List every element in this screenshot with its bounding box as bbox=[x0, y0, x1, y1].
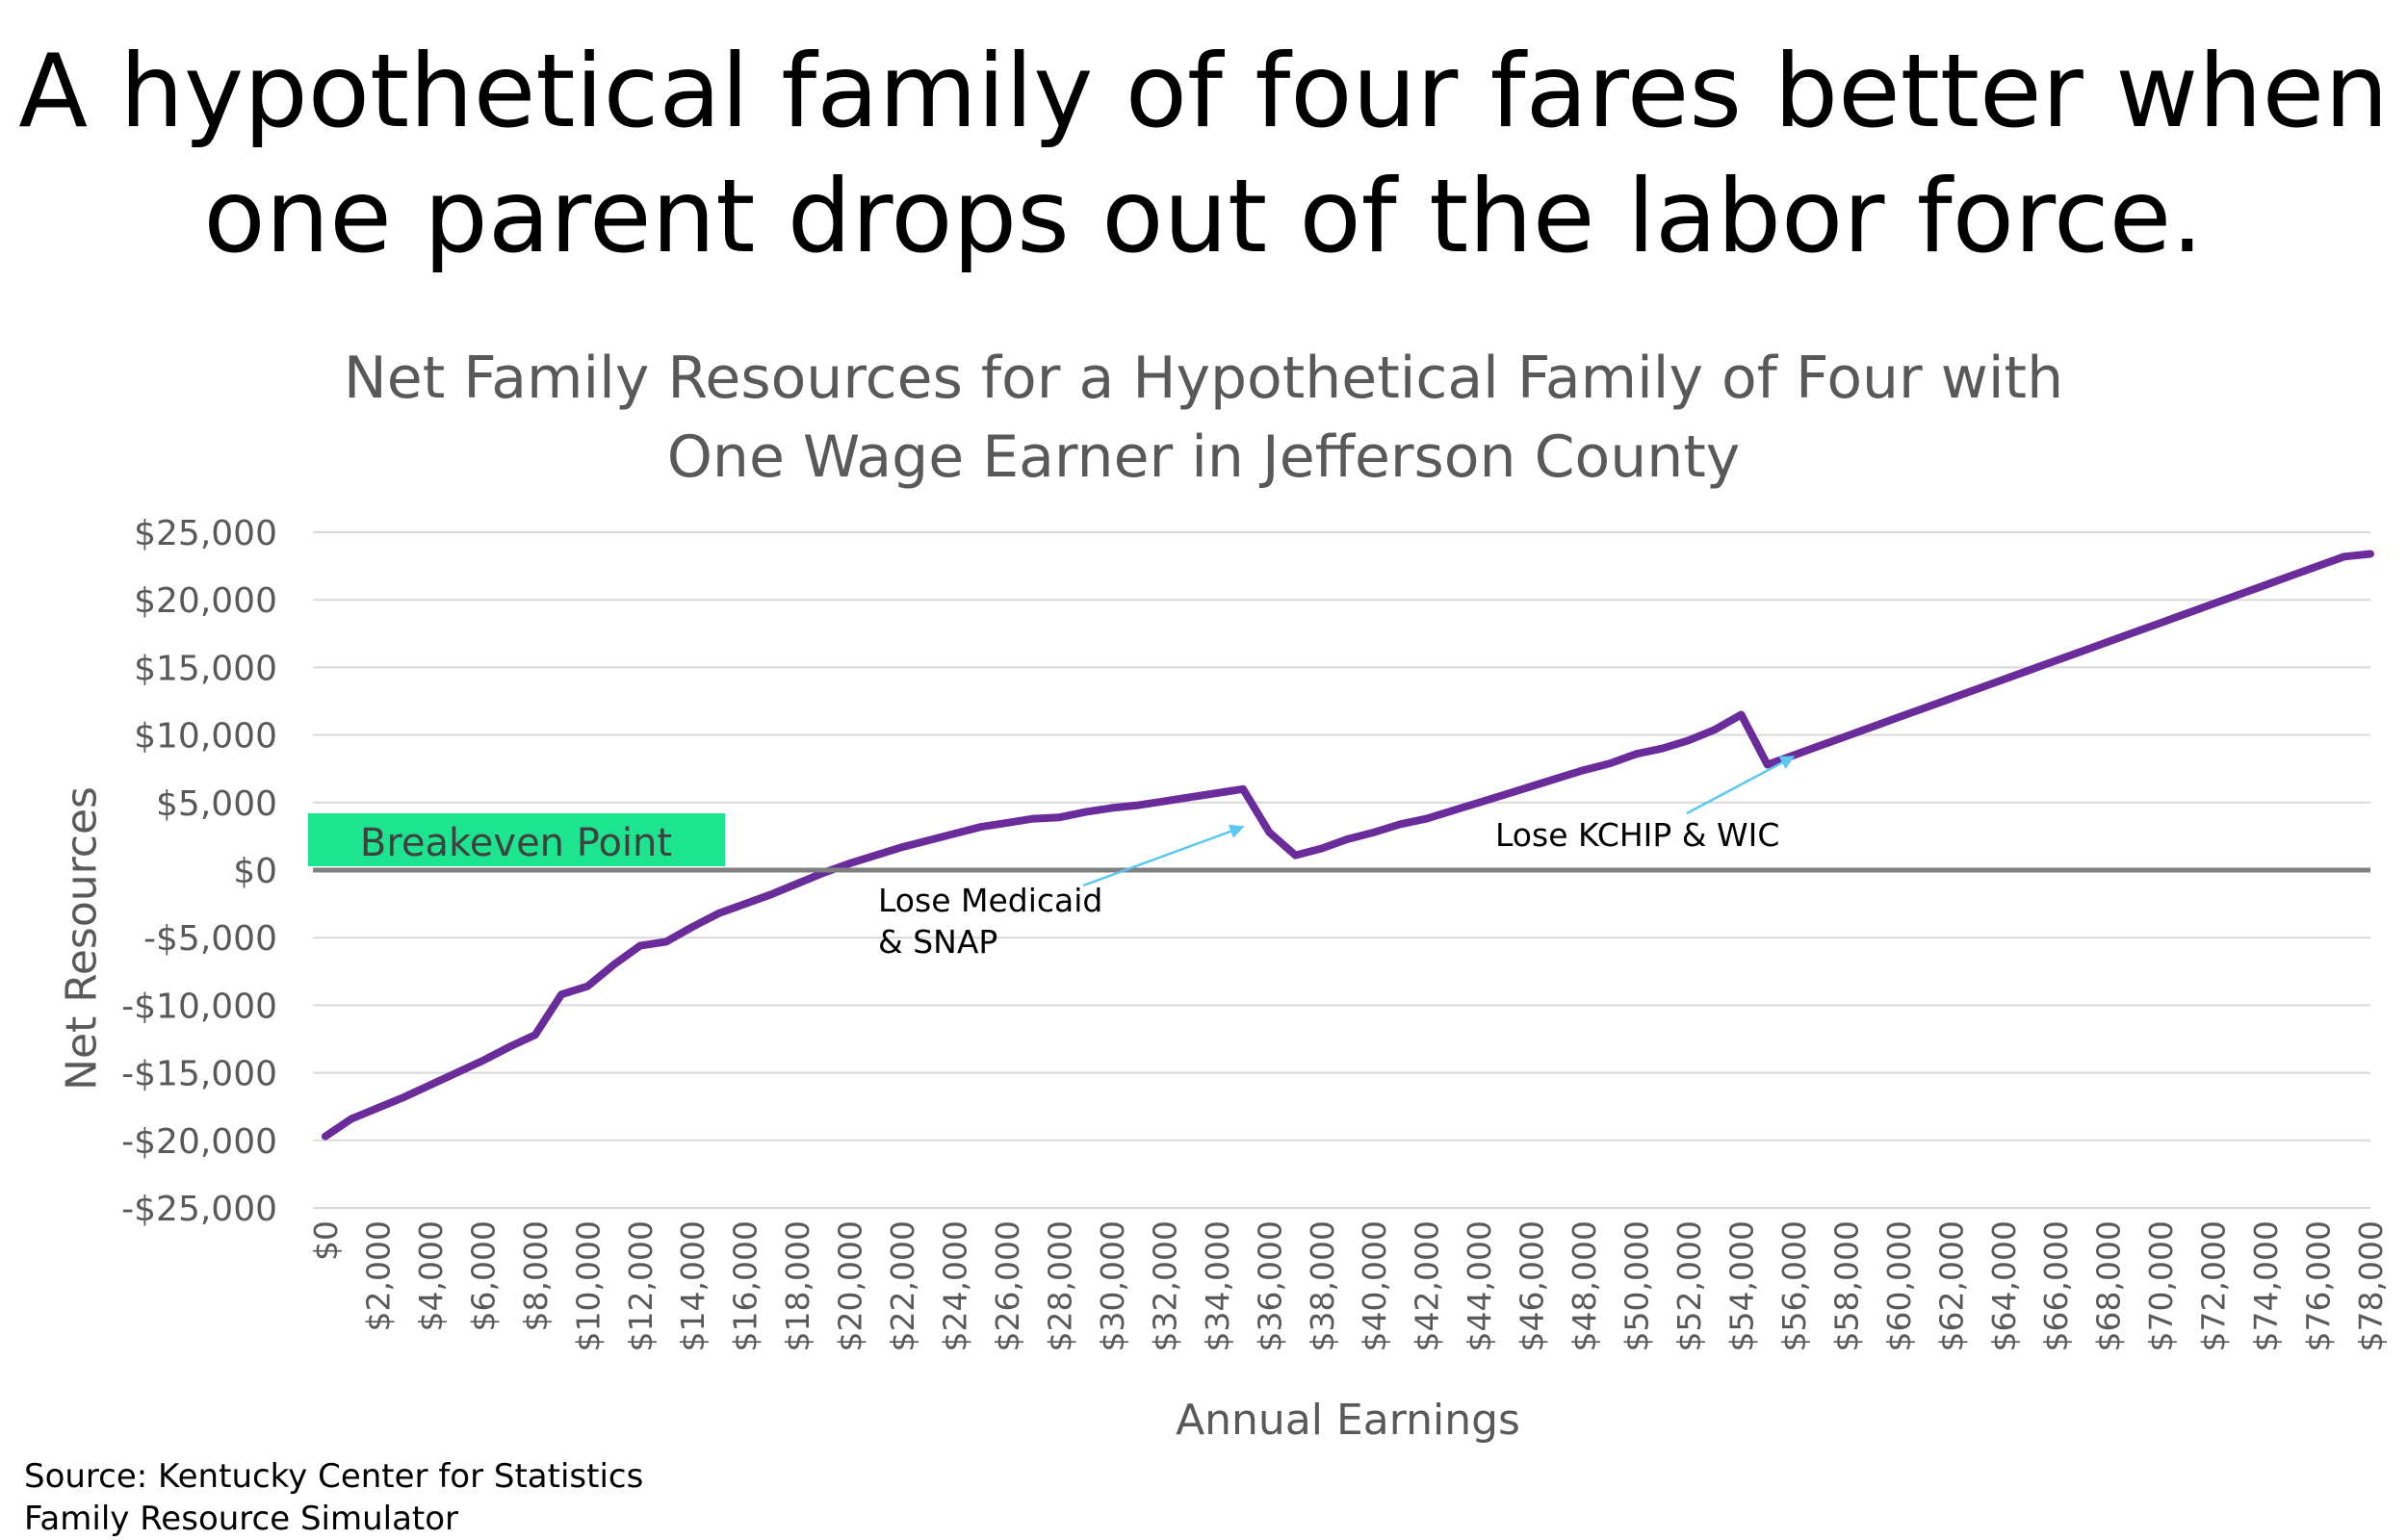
x-tick-label: $70,000 bbox=[2142, 1220, 2180, 1351]
annotation-arrow bbox=[1082, 824, 1245, 887]
annotation-arrow bbox=[1686, 755, 1796, 815]
x-tick-label: $32,000 bbox=[1146, 1220, 1183, 1351]
x-tick-label: $30,000 bbox=[1094, 1220, 1131, 1351]
y-tick-label: $10,000 bbox=[134, 717, 277, 757]
x-tick-label: $50,000 bbox=[1618, 1220, 1656, 1351]
x-tick-label: $12,000 bbox=[622, 1220, 660, 1351]
x-tick-label: $18,000 bbox=[779, 1220, 816, 1351]
x-tick-label: $68,000 bbox=[2090, 1220, 2128, 1351]
x-tick-label: $36,000 bbox=[1251, 1220, 1288, 1351]
annotation-text: Lose Medicaid bbox=[878, 882, 1102, 919]
chart-title-line-1: Net Family Resources for a Hypothetical … bbox=[343, 345, 2064, 412]
x-axis-ticks: $0 $2,000 $4,000 $6,000 $8,000 $10,000 $12,000… bbox=[307, 1220, 2390, 1351]
headline-line-1: A hypothetical family of four fares bett… bbox=[18, 33, 2389, 150]
x-tick-label: $62,000 bbox=[1932, 1220, 1970, 1351]
annotations: Lose Medicaid & SNAP Lose KCHIP & WIC bbox=[878, 755, 1796, 961]
x-tick-label: $4,000 bbox=[412, 1220, 450, 1331]
y-tick-label: $15,000 bbox=[134, 649, 277, 688]
x-tick-label: $46,000 bbox=[1514, 1220, 1551, 1351]
series-line bbox=[322, 550, 2374, 1141]
source-line-2: Family Resource Simulator bbox=[24, 1500, 459, 1538]
x-tick-label: $22,000 bbox=[884, 1220, 921, 1351]
x-tick-label: $28,000 bbox=[1041, 1220, 1078, 1351]
x-tick-label: $8,000 bbox=[517, 1220, 555, 1331]
x-tick-label: $48,000 bbox=[1566, 1220, 1603, 1351]
x-tick-label: $10,000 bbox=[569, 1220, 607, 1351]
x-tick-label: $56,000 bbox=[1775, 1220, 1813, 1351]
x-axis-label: Annual Earnings bbox=[1176, 1396, 1520, 1445]
x-tick-label: $26,000 bbox=[989, 1220, 1026, 1351]
x-tick-label: $0 bbox=[307, 1220, 345, 1261]
chart-title: Net Family Resources for a Hypothetical … bbox=[0, 339, 2407, 497]
y-tick-label: -$20,000 bbox=[121, 1122, 277, 1162]
breakeven-box bbox=[308, 813, 725, 866]
y-tick-label: -$15,000 bbox=[121, 1055, 277, 1094]
annotation-text: & SNAP bbox=[878, 923, 997, 961]
series bbox=[313, 550, 2374, 1141]
chart-title-line-2: One Wage Earner in Jefferson County bbox=[666, 424, 1741, 491]
gridlines bbox=[313, 531, 2370, 1209]
x-tick-label: $76,000 bbox=[2300, 1220, 2338, 1351]
x-tick-label: $78,000 bbox=[2352, 1220, 2390, 1351]
x-tick-label: $2,000 bbox=[359, 1220, 397, 1331]
x-tick-label: $60,000 bbox=[1880, 1220, 1918, 1351]
x-tick-label: $58,000 bbox=[1827, 1220, 1865, 1351]
headline: A hypothetical family of four fares bett… bbox=[0, 29, 2407, 279]
source-note: Source: Kentucky Center for Statistics F… bbox=[24, 1455, 643, 1540]
y-tick-label: -$5,000 bbox=[143, 919, 277, 959]
y-tick-label: $0 bbox=[233, 852, 277, 891]
annotation-text: Lose KCHIP & WIC bbox=[1495, 816, 1779, 854]
x-tick-label: $20,000 bbox=[832, 1220, 869, 1351]
x-tick-label: $72,000 bbox=[2195, 1220, 2233, 1351]
x-tick-label: $42,000 bbox=[1409, 1220, 1446, 1351]
y-tick-label: $25,000 bbox=[134, 514, 277, 553]
x-tick-label: $38,000 bbox=[1304, 1220, 1341, 1351]
breakeven-label: Breakeven Point bbox=[360, 821, 672, 865]
x-tick-label: $24,000 bbox=[937, 1220, 974, 1351]
y-tick-label: -$10,000 bbox=[121, 987, 277, 1026]
x-tick-label: $40,000 bbox=[1356, 1220, 1393, 1351]
breakeven-marker: Breakeven Point bbox=[308, 813, 725, 866]
x-tick-label: $66,000 bbox=[2037, 1220, 2075, 1351]
x-tick-label: $14,000 bbox=[674, 1220, 712, 1351]
y-axis-ticks: $25,000 $20,000 $15,000 $10,000 $5,000 $0 -$5,… bbox=[121, 514, 277, 1229]
x-tick-label: $44,000 bbox=[1461, 1220, 1498, 1351]
x-tick-label: $74,000 bbox=[2247, 1220, 2285, 1351]
y-tick-label: $5,000 bbox=[156, 784, 277, 824]
x-tick-label: $52,000 bbox=[1670, 1220, 1708, 1351]
y-tick-label: $20,000 bbox=[134, 581, 277, 621]
x-tick-label: $6,000 bbox=[464, 1220, 502, 1331]
y-tick-label: -$25,000 bbox=[121, 1190, 277, 1229]
x-tick-label: $64,000 bbox=[1985, 1220, 2023, 1351]
x-tick-label: $34,000 bbox=[1199, 1220, 1236, 1351]
headline-line-2: one parent drops out of the labor force. bbox=[203, 158, 2204, 275]
x-tick-label: $54,000 bbox=[1722, 1220, 1760, 1351]
source-line-1: Source: Kentucky Center for Statistics bbox=[24, 1457, 644, 1496]
x-tick-label: $16,000 bbox=[727, 1220, 764, 1351]
